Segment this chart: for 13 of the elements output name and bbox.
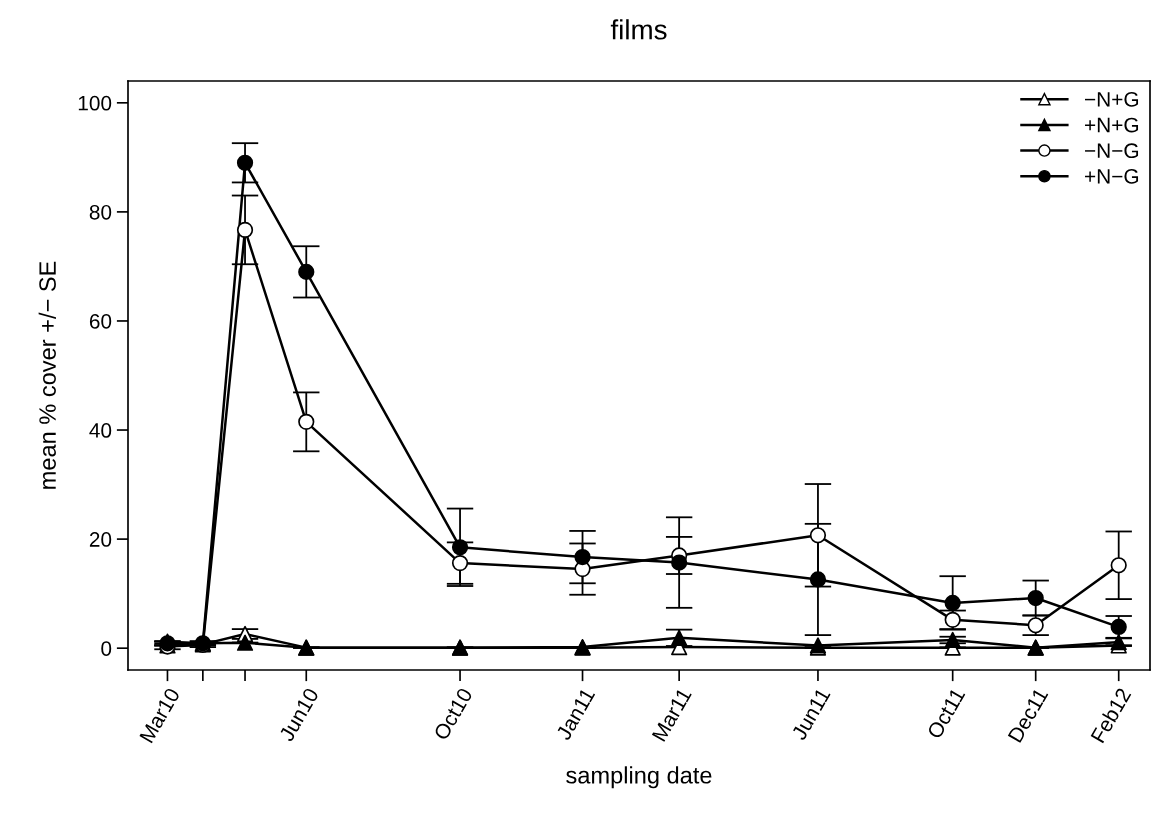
y-tick-label: 40 — [89, 423, 112, 438]
y-tick-label: 60 — [89, 313, 112, 329]
x-axis-title: sampling date — [566, 766, 712, 789]
legend-label: −N+G — [1085, 91, 1139, 107]
y-tick-label: 100 — [78, 95, 112, 111]
legend-label: +N−G — [1085, 168, 1139, 184]
y-tick-label: 80 — [89, 204, 112, 220]
y-tick-label: 20 — [89, 532, 112, 547]
chart-title: films — [610, 19, 667, 40]
y-axis-title: mean % cover +/− SE — [38, 261, 56, 489]
y-tick-label: 0 — [101, 641, 112, 656]
legend-label: +N+G — [1085, 117, 1139, 133]
legend-label: −N−G — [1085, 143, 1139, 159]
